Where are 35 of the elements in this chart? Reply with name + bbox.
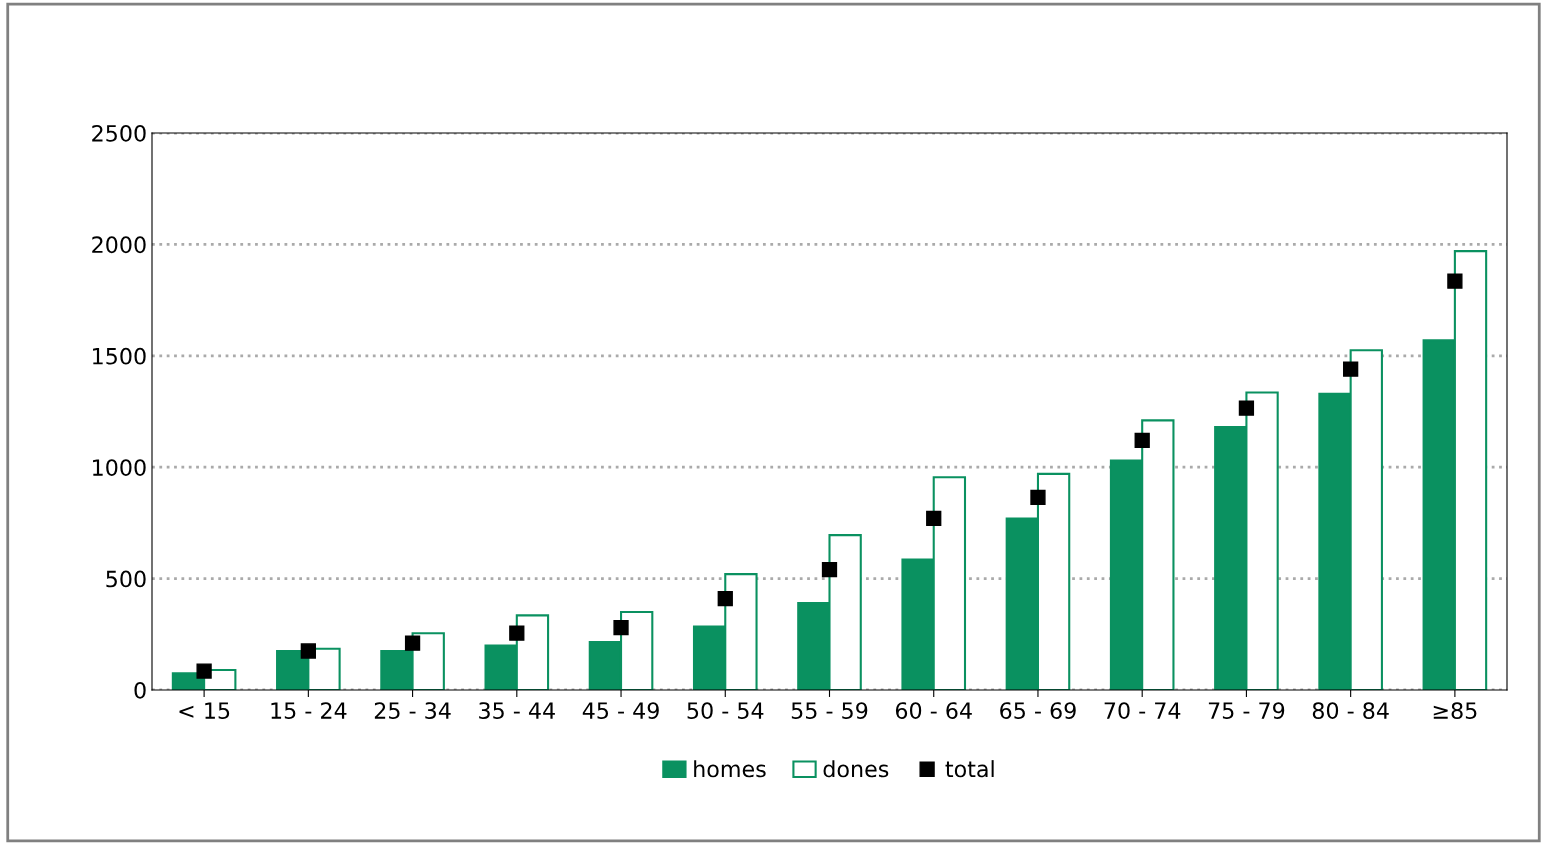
legend-label: dones (823, 760, 889, 778)
y-tick-label: 2500 (92, 124, 146, 142)
point (196, 663, 212, 679)
y-tick-label: 1000 (93, 459, 146, 476)
point (1447, 273, 1463, 289)
x-tick-label: 60 - 64 (895, 702, 972, 720)
x-tick-label: 65 - 69 (1000, 702, 1076, 720)
point (821, 562, 838, 578)
x-tick-label: 70 - 74 (1104, 702, 1181, 720)
legend-label: homes (694, 760, 766, 778)
point (1134, 432, 1150, 449)
point (1238, 400, 1255, 416)
y-tick-label: 500 (106, 570, 146, 588)
x-tick-label: 55 - 59 (791, 702, 868, 720)
legend-label: total (945, 760, 994, 778)
point (509, 625, 525, 641)
point (717, 591, 733, 607)
x-tick-label: 35 - 44 (479, 702, 555, 720)
y-tick-label: 2000 (92, 236, 146, 254)
x-tick-label: < 15 (179, 702, 230, 720)
x-tick-label: 45 - 49 (582, 702, 659, 720)
x-tick-label: 25 - 34 (374, 702, 451, 720)
x-tick-label: ≥85 (1433, 702, 1477, 720)
point (1343, 361, 1359, 377)
x-tick-label: 80 - 84 (1312, 702, 1389, 720)
point (300, 643, 316, 659)
x-tick-label: 75 - 79 (1208, 702, 1285, 720)
point (926, 510, 942, 527)
y-tick-label: 1500 (93, 347, 146, 365)
point (613, 619, 629, 636)
point (404, 635, 421, 651)
y-tick-label: 0 (134, 681, 146, 699)
point (1030, 489, 1046, 505)
x-tick-label: 50 - 54 (687, 702, 764, 720)
x-tick-label: 15 - 24 (271, 702, 347, 720)
